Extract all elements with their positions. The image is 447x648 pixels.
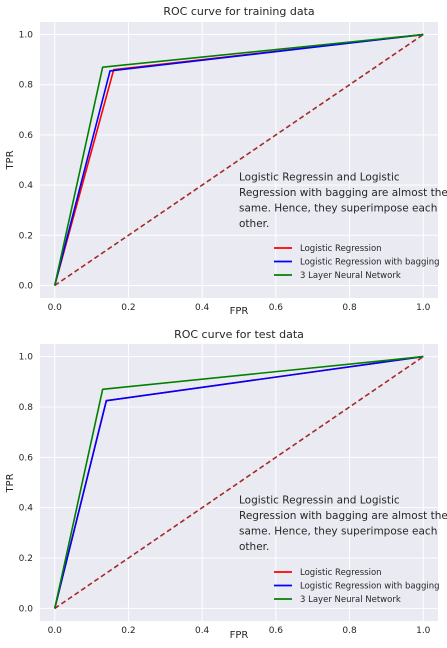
- training-x-tick-label: 0.8: [342, 303, 357, 313]
- training-grid: [40, 22, 438, 298]
- test-roc-chart: 0.0 0.2 0.4 0.6 0.8 1.0 0.0 0.2 0.4 0.6 0.8 1.0 RO…: [5, 328, 447, 641]
- training-x-ticks: 0.0 0.2 0.4 0.6 0.8 1.0: [48, 303, 431, 313]
- test-legend-label-logistic-regression: Logistic Regression: [300, 568, 382, 578]
- training-x-tick-label: 0.6: [269, 303, 284, 313]
- test-annotation-line: Regression with bagging are almost the: [239, 510, 447, 522]
- training-x-tick-label: 0.4: [195, 303, 210, 313]
- training-annotation-line: same. Hence, they superimpose each: [239, 203, 437, 215]
- test-x-tick-label: 0.2: [121, 626, 135, 636]
- training-legend: Logistic Regression Logistic Regression w…: [274, 244, 440, 281]
- test-grid: [40, 344, 438, 621]
- test-series: [53, 355, 424, 610]
- training-x-tick-label: 0.0: [48, 303, 63, 313]
- test-y-tick-label: 0.2: [19, 554, 33, 564]
- test-x-tick-label: 0.4: [195, 626, 210, 636]
- training-logistic-regression-with-bagging-line: [53, 33, 424, 286]
- test-3-layer-neural-network-line: [53, 355, 424, 609]
- test-legend-label-3-layer-neural-network: 3 Layer Neural Network: [300, 595, 401, 605]
- test-chance-diagonal-line: [54, 355, 424, 610]
- test-x-tick-label: 0.8: [342, 626, 357, 636]
- training-legend-label-3-layer-neural-network: 3 Layer Neural Network: [300, 271, 401, 281]
- test-plot-area: [40, 344, 438, 621]
- test-annotation: Logistic Regressin and Logistic Regressio…: [239, 494, 447, 553]
- test-y-axis-label: TPR: [5, 473, 16, 493]
- training-chart-title: ROC curve for training data: [163, 5, 314, 18]
- training-legend-label-logistic-regression: Logistic Regression: [300, 244, 382, 254]
- training-y-ticks: 0.0 0.2 0.4 0.6 0.8 1.0: [19, 31, 34, 292]
- test-y-ticks: 0.0 0.2 0.4 0.6 0.8 1.0: [19, 353, 34, 615]
- training-annotation-line: Logistic Regressin and Logistic: [239, 172, 400, 184]
- test-y-tick-label: 0.6: [19, 453, 34, 463]
- test-annotation-line: other.: [239, 541, 269, 553]
- test-legend-label-logistic-regression-with-bagging: Logistic Regression with bagging: [300, 582, 440, 592]
- test-chart-title: ROC curve for test data: [174, 328, 304, 341]
- test-legend: Logistic Regression Logistic Regression w…: [274, 568, 440, 605]
- test-logistic-regression-with-bagging-line: [53, 355, 424, 609]
- training-x-tick-label: 1.0: [416, 303, 431, 313]
- test-y-tick-label: 0.4: [19, 504, 34, 514]
- test-x-ticks: 0.0 0.2 0.4 0.6 0.8 1.0: [48, 626, 431, 636]
- training-y-tick-label: 1.0: [19, 31, 34, 41]
- test-x-axis-label: FPR: [230, 630, 249, 641]
- training-annotation-line: other.: [239, 218, 269, 230]
- training-y-tick-label: 0.2: [19, 231, 33, 241]
- test-annotation-line: Logistic Regressin and Logistic: [239, 494, 400, 506]
- training-x-tick-label: 0.2: [121, 303, 135, 313]
- test-x-tick-label: 0.0: [48, 626, 63, 636]
- test-annotation-line: same. Hence, they superimpose each: [239, 525, 437, 537]
- training-y-tick-label: 0.8: [19, 81, 34, 91]
- training-y-axis-label: TPR: [5, 150, 16, 170]
- test-x-tick-label: 0.6: [269, 626, 284, 636]
- training-x-axis-label: FPR: [230, 306, 249, 317]
- training-annotation: Logistic Regressin and Logistic Regressio…: [239, 172, 447, 231]
- training-3-layer-neural-network-line: [53, 33, 424, 286]
- test-y-tick-label: 1.0: [19, 353, 34, 363]
- test-y-tick-label: 0.0: [19, 604, 34, 614]
- training-y-tick-label: 0.0: [19, 281, 34, 291]
- training-annotation-line: Regression with bagging are almost the: [239, 187, 447, 199]
- training-roc-chart: 0.0 0.2 0.4 0.6 0.8 1.0 0.0 0.2 0.4 0.6 0.8 1.0 RO…: [5, 5, 447, 317]
- training-plot-area: [40, 22, 438, 298]
- test-x-tick-label: 1.0: [416, 626, 431, 636]
- test-y-tick-label: 0.8: [19, 403, 34, 413]
- training-legend-label-logistic-regression-with-bagging: Logistic Regression with bagging: [300, 258, 440, 268]
- training-series: [53, 33, 424, 287]
- training-chance-diagonal-line: [54, 33, 424, 287]
- training-y-tick-label: 0.6: [19, 131, 34, 141]
- training-y-tick-label: 0.4: [19, 181, 34, 191]
